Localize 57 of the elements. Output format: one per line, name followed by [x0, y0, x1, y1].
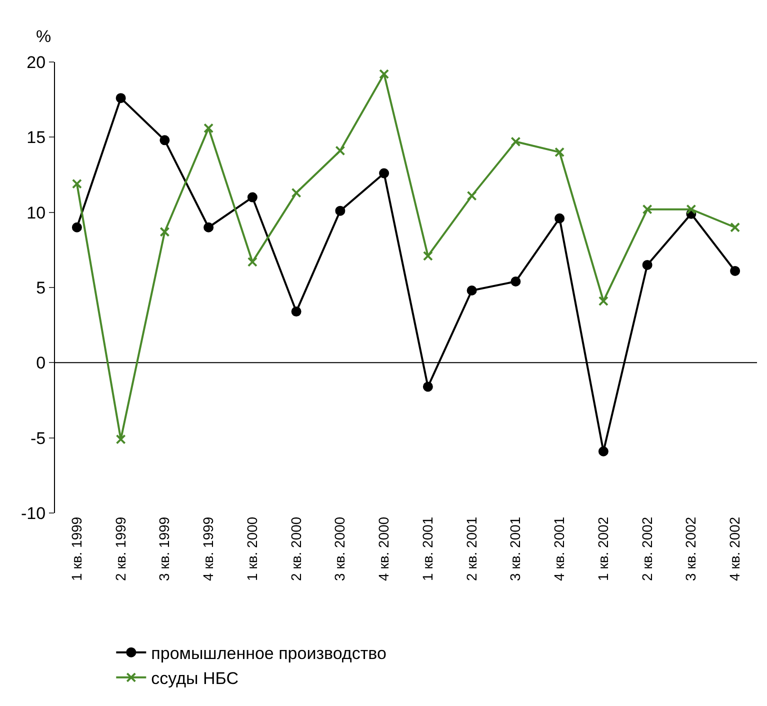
point [730, 222, 740, 232]
point [72, 178, 82, 189]
x-tick-label: 2 кв. 1999 [112, 516, 128, 581]
point [291, 188, 302, 198]
point [642, 260, 652, 270]
legend-label: промышленное производство [151, 644, 386, 663]
x-tick-label: 4 кв. 1999 [200, 516, 216, 581]
x-tick-label: 1 кв. 2002 [594, 516, 611, 581]
point [379, 69, 390, 80]
y-tick-label: 20 [26, 52, 46, 72]
point [554, 147, 565, 158]
point [422, 250, 433, 261]
x-tick-label: 4 кв. 2002 [726, 516, 743, 581]
point [335, 146, 346, 156]
point [466, 190, 477, 201]
point [730, 266, 740, 276]
point [291, 306, 302, 317]
point [116, 93, 126, 104]
x-tick-label: 3 кв. 2000 [332, 516, 348, 581]
x-tick-label: 1 кв. 1999 [68, 516, 84, 581]
x-tick-label: 4 кв. 2000 [376, 516, 392, 581]
y-tick-label: 0 [36, 354, 46, 373]
point [598, 446, 608, 456]
point [72, 222, 82, 232]
point [598, 296, 608, 306]
x-tick-label: 3 кв. 2002 [682, 516, 699, 581]
point [204, 123, 214, 134]
y-tick-label: -5 [30, 428, 46, 448]
point [686, 204, 696, 214]
x-tick-label: 2 кв. 2002 [638, 516, 655, 581]
point [335, 206, 346, 216]
x-tick-label: 3 кв. 1999 [156, 516, 172, 581]
x-tick-label: 1 кв. 2001 [419, 516, 436, 581]
x-tick-label: 3 кв. 2001 [507, 516, 524, 581]
point [510, 136, 521, 147]
point [466, 286, 477, 296]
legend-label: ссуды НБС [151, 669, 238, 688]
point [510, 276, 521, 286]
y-tick-label: 15 [26, 128, 46, 148]
y-tick-label: -10 [21, 504, 46, 523]
point [554, 213, 565, 224]
x-tick-label: 2 кв. 2001 [463, 516, 480, 581]
y-tick-label: 10 [26, 203, 46, 222]
y-tick-label: 5 [36, 278, 46, 298]
y-axis-title: % [36, 27, 52, 46]
x-tick-label: 4 кв. 2001 [551, 516, 568, 581]
x-tick-label: 2 кв. 2000 [288, 516, 304, 581]
point [422, 382, 433, 392]
point [116, 434, 126, 444]
point [247, 192, 258, 202]
point [379, 168, 390, 178]
point [204, 222, 214, 232]
point [160, 226, 170, 237]
point [160, 135, 170, 146]
point [642, 204, 652, 214]
x-tick-label: 1 кв. 2000 [244, 516, 260, 581]
point [247, 256, 258, 267]
